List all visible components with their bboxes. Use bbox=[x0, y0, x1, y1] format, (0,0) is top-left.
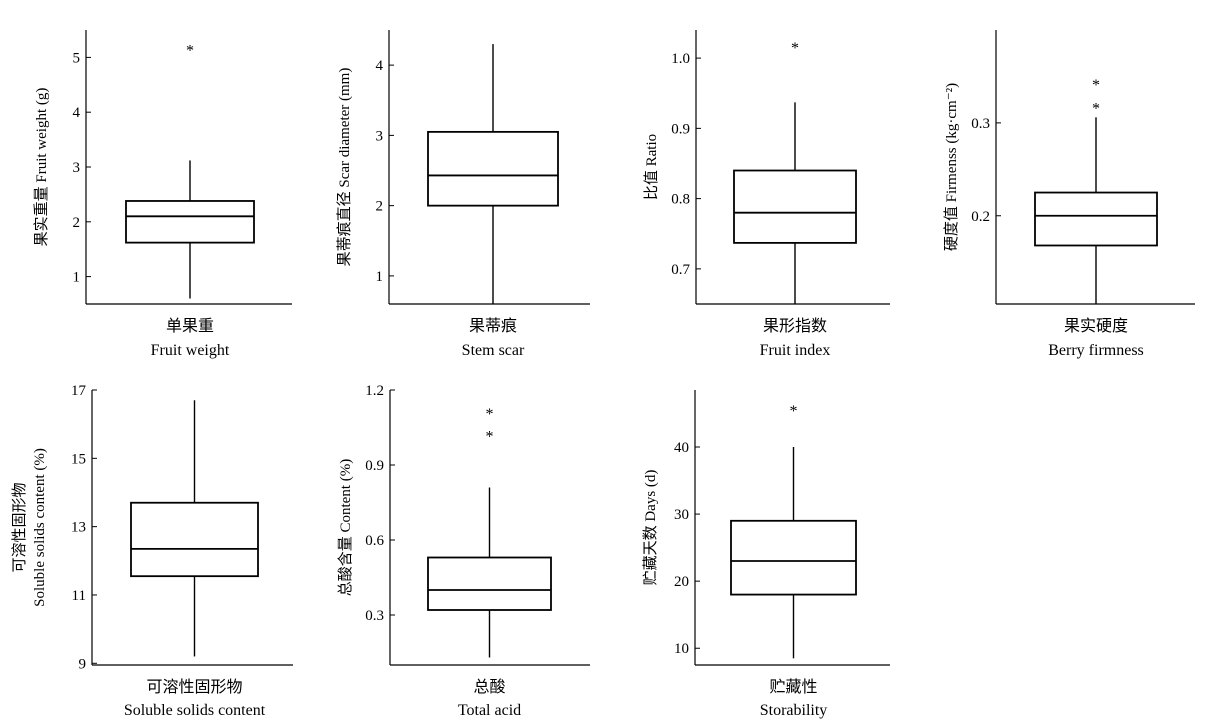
category-label-en: Total acid bbox=[458, 702, 521, 719]
y-tick-label: 3 bbox=[73, 160, 81, 176]
y-tick-label: 1.0 bbox=[671, 51, 690, 67]
y-axis-label: 果蒂痕直径 Scar diameter (mm) bbox=[336, 68, 353, 267]
category-label-cn: 贮藏性 bbox=[769, 678, 817, 696]
category-label-en: Fruit weight bbox=[151, 342, 230, 359]
panel-6: 0.3 0.6 0.9 1.2 * * 总酸 Total acid 总酸含量 Content (… bbox=[337, 383, 590, 719]
y-axis-label: 可溶性固形物 bbox=[11, 482, 28, 572]
category-label-cn: 果蒂痕 bbox=[469, 317, 517, 335]
panel-3: 0.7 0.8 0.9 1.0 * 果形指数 Fruit index 比值 Ratio bbox=[643, 30, 890, 359]
box-iqr bbox=[427, 556, 552, 611]
panel-7: 10 20 30 40 * 贮藏性 Storability 贮藏天数 Days (d) bbox=[642, 390, 890, 719]
y-tick-label: 9 bbox=[79, 656, 87, 672]
box-iqr bbox=[1034, 191, 1158, 247]
box-iqr bbox=[125, 200, 255, 244]
y-tick-label: 5 bbox=[73, 50, 81, 66]
category-label-en: Storability bbox=[760, 702, 828, 719]
y-axis-label: 硬度值 Firmenss (kg·cm⁻²) bbox=[943, 83, 960, 251]
y-tick-label: 0.9 bbox=[365, 458, 384, 474]
y-tick-label: 0.2 bbox=[971, 209, 990, 225]
category-label-cn: 可溶性固形物 bbox=[146, 678, 242, 696]
y-tick-label: 4 bbox=[73, 105, 81, 121]
y-tick-label: 0.6 bbox=[365, 533, 384, 549]
y-axis-label: 果实重量 Fruit weight (g) bbox=[33, 88, 50, 247]
panel-2: 1 2 3 4 果蒂痕 Stem scar 果蒂痕直径 Scar diameter (mm) bbox=[336, 30, 590, 359]
y-tick-label: 10 bbox=[674, 641, 689, 657]
y-tick-label: 2 bbox=[376, 199, 384, 215]
y-tick-label: 1.2 bbox=[365, 383, 384, 399]
outlier-marker: * bbox=[1092, 77, 1100, 94]
y-axis-label: 贮藏天数 Days (d) bbox=[642, 470, 659, 586]
outlier-marker: * bbox=[486, 406, 494, 423]
y-tick-label: 0.3 bbox=[971, 116, 990, 132]
y-axis-label: 总酸含量 Content (%) bbox=[337, 459, 354, 596]
category-label-en: Berry firmness bbox=[1048, 342, 1144, 359]
panel-5: 9 11 13 15 17 可溶性固形物 Soluble solids content 可溶性… bbox=[11, 383, 293, 719]
category-label-en: Soluble solids content bbox=[124, 702, 266, 719]
panel-1: 1 2 3 4 5 * 单果重 Fruit weight 果实重量 Fruit weight (… bbox=[33, 30, 292, 359]
y-tick-label: 30 bbox=[674, 507, 689, 523]
outlier-marker: * bbox=[186, 42, 194, 59]
y-tick-label: 11 bbox=[72, 588, 86, 604]
y-tick-label: 20 bbox=[674, 574, 689, 590]
category-label-cn: 果实硬度 bbox=[1064, 317, 1128, 335]
box-iqr bbox=[427, 130, 559, 207]
box-iqr bbox=[733, 169, 857, 244]
y-tick-label: 3 bbox=[376, 128, 384, 144]
box-iqr bbox=[730, 519, 857, 596]
outlier-marker: * bbox=[1092, 100, 1100, 117]
category-label-cn: 果形指数 bbox=[763, 317, 827, 335]
y-tick-label: 0.9 bbox=[671, 121, 690, 137]
y-tick-label: 2 bbox=[73, 215, 81, 231]
y-tick-label: 0.7 bbox=[671, 262, 690, 278]
category-label-en: Fruit index bbox=[760, 342, 831, 359]
outlier-marker: * bbox=[791, 40, 799, 57]
y-tick-label: 40 bbox=[674, 440, 689, 456]
y-tick-label: 0.8 bbox=[671, 192, 690, 208]
y-tick-label: 4 bbox=[376, 58, 384, 74]
y-tick-label: 17 bbox=[71, 383, 87, 399]
category-label-en: Stem scar bbox=[462, 342, 525, 359]
panel-4: 0.2 0.3 * * 果实硬度 Berry firmness 硬度值 Firmenss (… bbox=[943, 30, 1195, 359]
y-tick-label: 1 bbox=[376, 269, 384, 285]
category-label-cn: 单果重 bbox=[166, 317, 214, 335]
outlier-marker: * bbox=[790, 403, 798, 420]
outlier-marker: * bbox=[486, 429, 494, 446]
box-iqr bbox=[130, 501, 259, 578]
y-axis-label: Soluble solids content (%) bbox=[32, 448, 48, 607]
category-label-cn: 总酸 bbox=[473, 678, 505, 696]
y-axis-label: 比值 Ratio bbox=[643, 134, 660, 200]
y-tick-label: 13 bbox=[71, 520, 86, 536]
y-tick-label: 0.3 bbox=[365, 608, 384, 624]
y-tick-label: 1 bbox=[73, 270, 81, 286]
y-tick-label: 15 bbox=[71, 451, 86, 467]
